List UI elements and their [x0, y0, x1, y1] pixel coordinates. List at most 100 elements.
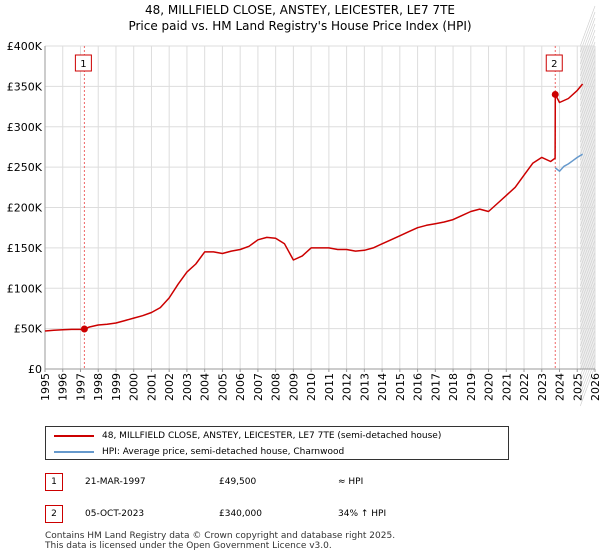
y-tick-label: £250K: [7, 161, 43, 174]
x-tick-label: 2014: [376, 373, 389, 401]
legend-swatch-property: [54, 434, 94, 437]
x-tick-label: 2009: [287, 373, 300, 401]
forecast-hatch: [579, 179, 596, 221]
series-line-hpi: [554, 153, 583, 172]
forecast-hatch: [579, 287, 596, 329]
chart-title-block: 48, MILLFIELD CLOSE, ANSTEY, LEICESTER, …: [0, 2, 600, 34]
price-chart: £0 £50K £100K £150K £200K £250K £300K £350K £400…: [7, 5, 600, 407]
x-tick-label: 2004: [199, 373, 212, 401]
forecast-hatch: [579, 209, 596, 251]
forecast-hatch: [579, 71, 596, 113]
x-tick-label: 2026: [589, 373, 600, 401]
forecast-hatch: [579, 269, 596, 311]
forecast-hatch: [579, 185, 596, 227]
footer-copyright: Contains HM Land Registry data © Crown c…: [45, 531, 396, 541]
sale-marker-2: 2: [45, 505, 63, 523]
x-tick-label: 2001: [145, 373, 158, 401]
forecast-hatch: [579, 215, 596, 257]
x-tick-label: 2008: [270, 373, 283, 401]
sale-box-label-1: 1: [80, 59, 86, 70]
x-tick-label: 2016: [412, 373, 425, 401]
forecast-hatch: [579, 17, 596, 59]
forecast-hatch: [579, 233, 596, 275]
sale-box-2: [545, 54, 563, 72]
sale-point-1: [80, 325, 88, 333]
y-tick-label: £400K: [7, 40, 43, 53]
footer-licence: This data is licensed under the Open Gov…: [45, 541, 332, 551]
forecast-hatch: [579, 23, 596, 65]
forecast-hatch: [579, 275, 596, 317]
x-tick-label: 2013: [358, 373, 371, 401]
forecast-hatch: [579, 83, 596, 125]
chart-legend: 48, MILLFIELD CLOSE, ANSTEY, LEICESTER, …: [45, 426, 509, 460]
forecast-hatch: [579, 89, 596, 131]
x-tick-label: 2022: [518, 373, 531, 401]
forecast-hatch: [579, 125, 596, 167]
forecast-hatch: [579, 221, 596, 263]
forecast-hatch: [579, 347, 596, 389]
forecast-hatch: [579, 41, 596, 83]
forecast-hatch: [579, 323, 596, 365]
forecast-hatch: [579, 149, 596, 191]
forecast-hatch: [579, 239, 596, 281]
x-tick-label: 2005: [216, 373, 229, 401]
y-tick-label: £300K: [7, 121, 43, 134]
y-tick-label: £0: [28, 363, 42, 376]
forecast-hatch: [579, 143, 596, 185]
forecast-hatch: [579, 203, 596, 245]
x-tick-label: 2021: [500, 373, 513, 401]
footer: Contains HM Land Registry data © Crown c…: [45, 531, 395, 551]
forecast-hatch: [579, 257, 596, 299]
y-tick-label: £200K: [7, 202, 43, 215]
y-tick-label: £50K: [14, 323, 43, 336]
x-tick-label: 2000: [128, 373, 141, 401]
x-tick-label: 1998: [92, 373, 105, 401]
sale-hpi-1: ≈ HPI: [338, 477, 364, 487]
forecast-hatch: [579, 317, 596, 359]
forecast-hatch: [579, 263, 596, 305]
forecast-hatch: [579, 161, 596, 203]
forecast-hatch: [579, 35, 596, 77]
forecast-hatch: [579, 365, 596, 407]
x-tick-label: 2025: [571, 373, 584, 401]
forecast-hatch: [579, 113, 596, 155]
forecast-hatch: [579, 293, 596, 335]
x-tick-label: 2024: [554, 373, 567, 401]
forecast-hatch: [579, 77, 596, 119]
x-tick-label: 2006: [234, 373, 247, 401]
x-tick-label: 2019: [465, 373, 478, 401]
legend-label-property: 48, MILLFIELD CLOSE, ANSTEY, LEICESTER, …: [102, 431, 442, 441]
sale-price-1: £49,500: [219, 477, 257, 487]
x-tick-label: 2023: [536, 373, 549, 401]
forecast-hatch: [579, 47, 596, 89]
legend-item-property: 48, MILLFIELD CLOSE, ANSTEY, LEICESTER, …: [54, 428, 441, 444]
forecast-hatch: [579, 197, 596, 239]
forecast-hatch: [579, 29, 596, 71]
x-tick-label: 2002: [163, 373, 176, 401]
forecast-hatch: [579, 329, 596, 371]
x-tick-label: 2018: [447, 373, 460, 401]
forecast-hatch: [579, 11, 596, 53]
x-tick-label: 1996: [57, 373, 70, 401]
sale-date-2: 05-OCT-2023: [85, 509, 145, 519]
forecast-hatch: [579, 353, 596, 395]
y-tick-label: £100K: [7, 282, 43, 295]
sale-box-1: [74, 54, 92, 72]
forecast-hatch: [579, 155, 596, 197]
forecast-hatch: [579, 341, 596, 383]
chart-subtitle: Price paid vs. HM Land Registry's House …: [128, 19, 472, 33]
x-tick-label: 2010: [305, 373, 318, 401]
y-tick-label: £150K: [7, 242, 43, 255]
legend-item-hpi: HPI: Average price, semi-detached house,…: [54, 444, 344, 460]
forecast-hatch: [579, 245, 596, 287]
forecast-hatch: [579, 131, 596, 173]
sale-point-2: [551, 90, 559, 98]
x-tick-label: 2011: [323, 373, 336, 401]
forecast-hatch: [579, 95, 596, 137]
x-tick-label: 2003: [181, 373, 194, 401]
sale-price-2: £340,000: [219, 509, 262, 519]
sale-hpi-2: 34% ↑ HPI: [338, 509, 387, 519]
forecast-hatch: [579, 107, 596, 149]
legend-swatch-hpi: [54, 450, 94, 453]
sale-box-label-2: 2: [551, 59, 557, 70]
